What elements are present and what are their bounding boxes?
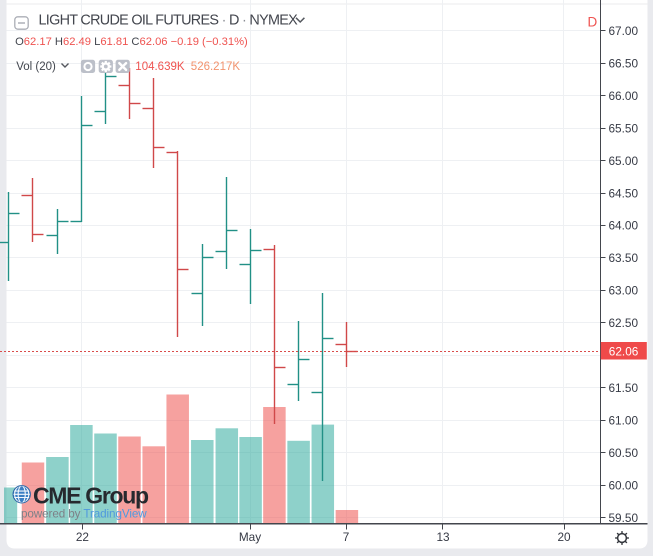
svg-text:66.00: 66.00 [609, 89, 639, 103]
svg-text:526.217K: 526.217K [191, 61, 241, 73]
svg-text:CME Group: CME Group [33, 482, 149, 508]
svg-text:66.50: 66.50 [609, 56, 639, 70]
svg-text:60.50: 60.50 [609, 446, 639, 460]
svg-text:61.50: 61.50 [609, 381, 639, 395]
svg-text:Vol (20): Vol (20) [16, 61, 56, 73]
svg-text:63.00: 63.00 [609, 284, 639, 298]
svg-text:65.00: 65.00 [609, 154, 639, 168]
svg-text:104.639K: 104.639K [135, 61, 185, 73]
svg-text:61.00: 61.00 [609, 413, 639, 427]
svg-text:20: 20 [557, 530, 571, 544]
svg-text:O62.17 H62.49 L61.81 C62.06 −0: O62.17 H62.49 L61.81 C62.06 −0.19 (−0.31… [15, 36, 248, 48]
svg-text:7: 7 [343, 530, 350, 544]
svg-text:64.00: 64.00 [609, 219, 639, 233]
svg-text:64.50: 64.50 [609, 186, 639, 200]
svg-text:D: D [588, 14, 598, 29]
svg-text:67.00: 67.00 [609, 24, 639, 38]
svg-text:22: 22 [76, 530, 89, 544]
svg-text:59.50: 59.50 [609, 511, 639, 525]
svg-text:13: 13 [436, 530, 450, 544]
svg-text:LIGHT CRUDE OIL FUTURES · D ·: LIGHT CRUDE OIL FUTURES · D · NYMEX [39, 12, 299, 28]
svg-text:62.50: 62.50 [609, 316, 639, 330]
svg-text:63.50: 63.50 [609, 251, 639, 265]
svg-text:May: May [239, 530, 261, 544]
svg-text:powered by TradingView: powered by TradingView [21, 508, 147, 521]
svg-text:60.00: 60.00 [609, 478, 639, 492]
svg-text:65.50: 65.50 [609, 121, 639, 135]
svg-text:62.06: 62.06 [609, 344, 639, 358]
